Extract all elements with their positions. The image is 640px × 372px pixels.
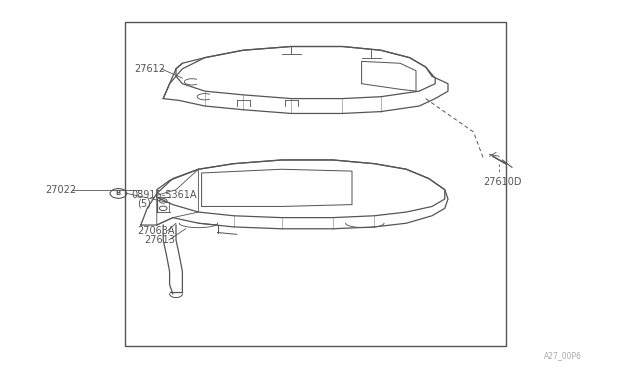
- Bar: [125, 22, 506, 346]
- Text: B: B: [116, 190, 121, 196]
- Text: 27063A: 27063A: [138, 226, 175, 235]
- Text: 27613: 27613: [144, 235, 175, 245]
- Text: A27_00P6: A27_00P6: [544, 351, 582, 360]
- Text: 08915-5361A: 08915-5361A: [131, 190, 196, 200]
- Text: 27612: 27612: [134, 64, 165, 74]
- Text: 27610D: 27610D: [483, 177, 522, 187]
- Text: (5): (5): [138, 199, 152, 209]
- Text: 27022: 27022: [45, 185, 76, 195]
